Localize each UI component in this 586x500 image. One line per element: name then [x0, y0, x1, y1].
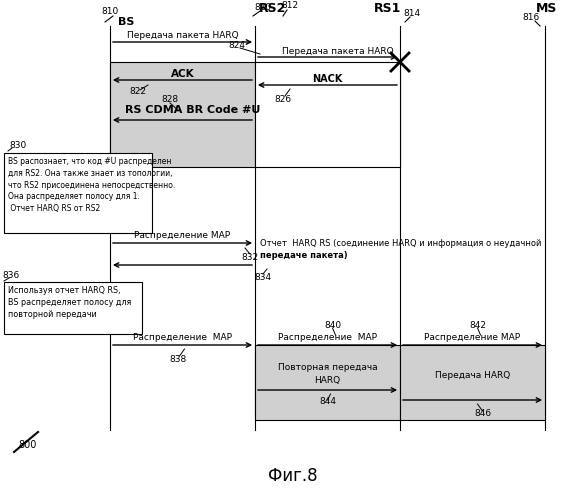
Text: 810: 810	[101, 8, 118, 16]
Bar	[4, 282, 142, 334]
Text: 842: 842	[469, 320, 486, 330]
Text: 846: 846	[474, 410, 491, 418]
Text: Отчет  HARQ RS (соединение HARQ и информация о неудачной: Отчет HARQ RS (соединение HARQ и информа…	[260, 238, 541, 248]
Text: 830: 830	[9, 140, 26, 149]
Text: 840: 840	[324, 320, 341, 330]
Text: 826: 826	[274, 94, 292, 104]
Bar	[400, 345, 545, 420]
Bar	[110, 62, 255, 167]
Text: RS CDMA BR Code #U: RS CDMA BR Code #U	[125, 105, 260, 115]
Text: 824: 824	[229, 40, 246, 50]
Text: Распределение  MAP: Распределение MAP	[278, 334, 377, 342]
Text: 800: 800	[18, 440, 36, 450]
Text: 822: 822	[130, 88, 146, 96]
Text: Используя отчет HARQ RS,
BS распределяет полосу для
повторной передачи: Используя отчет HARQ RS, BS распределяет…	[8, 286, 131, 318]
Bar	[4, 153, 152, 233]
Text: BS: BS	[118, 17, 134, 27]
Text: 814: 814	[403, 10, 421, 18]
Text: Распределение  MAP: Распределение MAP	[133, 334, 232, 342]
Text: 844: 844	[319, 398, 336, 406]
Text: передаче пакета): передаче пакета)	[260, 250, 347, 260]
Text: 820: 820	[254, 4, 271, 13]
Text: 834: 834	[254, 272, 271, 281]
Text: Повторная передача: Повторная передача	[278, 364, 377, 372]
Text: RS1: RS1	[374, 2, 401, 15]
Text: BS распознает, что код #U распределен
для RS2. Она также знает из топологии,
что: BS распознает, что код #U распределен дл…	[8, 157, 175, 213]
Text: NACK: NACK	[312, 74, 343, 84]
Text: Передача HARQ: Передача HARQ	[435, 370, 510, 380]
Text: Распределение MAP: Распределение MAP	[424, 334, 520, 342]
Text: Передача пакета HARQ: Передача пакета HARQ	[282, 46, 393, 56]
Bar	[255, 345, 400, 420]
Text: Фиг.8: Фиг.8	[268, 467, 318, 485]
Text: 838: 838	[169, 354, 186, 364]
Text: 832: 832	[241, 252, 258, 262]
Text: 816: 816	[522, 14, 540, 22]
Text: 828: 828	[161, 96, 179, 104]
Text: ACK: ACK	[171, 69, 195, 79]
Text: MS: MS	[536, 2, 558, 15]
Text: Распределение MAP: Распределение MAP	[134, 232, 230, 240]
Text: RS2: RS2	[259, 2, 287, 15]
Text: 836: 836	[2, 270, 19, 280]
Text: HARQ: HARQ	[315, 376, 340, 384]
Text: 812: 812	[281, 2, 298, 11]
Bar	[255, 62, 400, 167]
Text: Передача пакета HARQ: Передача пакета HARQ	[127, 32, 239, 40]
